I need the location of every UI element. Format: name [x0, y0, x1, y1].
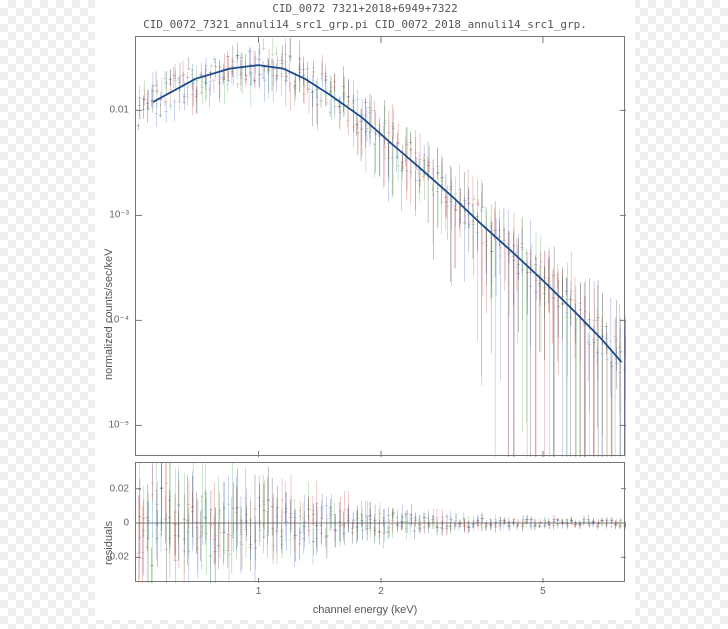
y-tick-label-res: 0.02 — [89, 483, 129, 494]
y-tick-label: 10⁻³ — [89, 210, 129, 221]
x-tick-label: 5 — [540, 586, 546, 597]
x-tick-label: 1 — [256, 586, 262, 597]
residuals-svg — [136, 463, 626, 583]
spectrum-figure: CID_0072 7321+2018+6949+7322 CID_0072_73… — [95, 0, 635, 620]
y-tick-label: 10⁻⁵ — [89, 420, 129, 431]
main-spectrum-svg — [136, 37, 626, 457]
y-tick-label-res: 0.02 — [89, 552, 129, 563]
y-tick-label: 10⁻⁴ — [89, 315, 129, 326]
x-tick-label: 2 — [378, 586, 384, 597]
main-spectrum-panel: 10⁻⁵10⁻⁴10⁻³0.01 — [135, 36, 625, 456]
figure-title-2: CID_0072_7321_annuli14_src1_grp.pi CID_0… — [95, 18, 635, 31]
figure-title-1: CID_0072 7321+2018+6949+7322 — [95, 2, 635, 15]
x-axis-label: channel energy (keV) — [95, 604, 635, 616]
residuals-panel: 0.0200.02125 — [135, 462, 625, 582]
y-tick-label: 0.01 — [89, 105, 129, 116]
y-tick-label-res: 0 — [89, 518, 129, 529]
